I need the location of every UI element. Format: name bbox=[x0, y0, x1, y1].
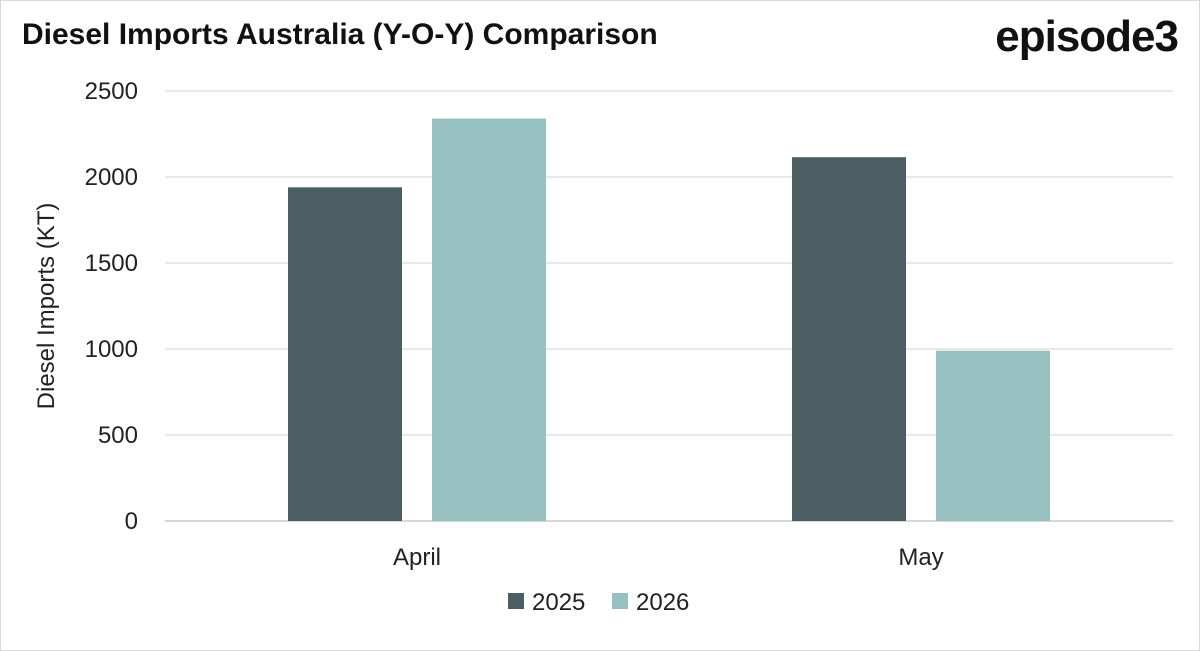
legend-swatch-2026 bbox=[612, 593, 628, 609]
x-axis-categories: April May bbox=[393, 544, 944, 571]
y-axis-ticks: 0 500 1000 1500 2000 2500 bbox=[85, 78, 138, 535]
bars bbox=[288, 118, 1050, 522]
legend-swatch-2025 bbox=[508, 593, 524, 609]
y-tick-label: 0 bbox=[125, 508, 138, 535]
legend: 2025 2026 bbox=[508, 589, 689, 616]
brand-logo: episode3 bbox=[995, 12, 1179, 61]
y-tick-label: 2500 bbox=[85, 78, 138, 105]
y-tick-label: 500 bbox=[98, 422, 138, 449]
y-tick-label: 1000 bbox=[85, 336, 138, 363]
legend-label-2026: 2026 bbox=[636, 589, 689, 616]
x-category-label: April bbox=[393, 544, 441, 571]
bar-2026-may bbox=[936, 350, 1050, 521]
chart-title: Diesel Imports Australia (Y-O-Y) Compari… bbox=[22, 18, 658, 51]
bar-2026-april bbox=[432, 118, 546, 522]
bar-2025-april bbox=[288, 187, 402, 521]
y-tick-label: 1500 bbox=[85, 250, 138, 277]
bar-2025-may bbox=[792, 157, 906, 521]
y-axis-title: Diesel Imports (KT) bbox=[33, 203, 60, 410]
y-tick-label: 2000 bbox=[85, 164, 138, 191]
x-category-label: May bbox=[898, 544, 943, 571]
legend-label-2025: 2025 bbox=[532, 589, 585, 616]
